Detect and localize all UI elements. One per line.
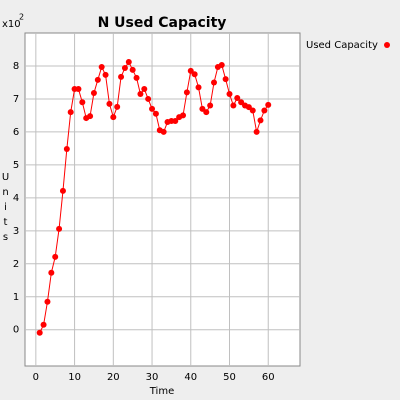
- legend-marker: [384, 42, 390, 48]
- data-point: [218, 61, 225, 68]
- data-point: [137, 90, 144, 97]
- data-point: [253, 128, 260, 135]
- data-point: [121, 64, 128, 71]
- data-point: [40, 321, 47, 328]
- data-point: [160, 128, 167, 135]
- data-point: [234, 94, 241, 101]
- data-point: [152, 110, 159, 117]
- data-point: [249, 107, 256, 114]
- x-tick-label: 50: [223, 372, 236, 383]
- data-point: [52, 253, 59, 260]
- x-tick-label: 40: [184, 372, 197, 383]
- x-tick-label: 0: [33, 372, 39, 383]
- x-axis-label: Time: [149, 386, 174, 397]
- data-point: [67, 109, 74, 116]
- y-tick-label: 5: [13, 160, 19, 171]
- data-point: [110, 114, 117, 121]
- data-point: [211, 79, 218, 86]
- y-tick-label: 8: [13, 61, 19, 72]
- data-point: [98, 63, 105, 70]
- data-point: [125, 59, 132, 66]
- data-point: [180, 112, 187, 119]
- y-tick-label: 2: [13, 259, 19, 270]
- y-tick-label: 3: [13, 226, 19, 237]
- data-point: [44, 298, 51, 305]
- data-point: [63, 146, 70, 153]
- data-point: [207, 102, 214, 109]
- y-multiplier-exp: 2: [19, 13, 24, 22]
- data-point: [102, 71, 109, 78]
- data-point: [106, 100, 113, 107]
- data-point: [230, 102, 237, 109]
- data-point: [145, 95, 152, 102]
- x-tick-label: 10: [68, 372, 81, 383]
- y-tick-label: 0: [13, 325, 19, 336]
- x-tick-label: 20: [107, 372, 120, 383]
- plot-area: [24, 32, 301, 367]
- x-tick-label: 30: [146, 372, 159, 383]
- data-point: [261, 107, 268, 114]
- data-point: [59, 187, 66, 194]
- data-point: [149, 105, 156, 112]
- y-tick-label: 4: [13, 193, 19, 204]
- data-point: [133, 74, 140, 81]
- data-point: [48, 269, 55, 276]
- data-point: [265, 101, 272, 108]
- chart-title: N Used Capacity: [98, 15, 227, 31]
- data-point: [183, 89, 190, 96]
- data-point: [114, 103, 121, 110]
- y-tick-label: 1: [13, 292, 19, 303]
- data-point: [79, 99, 86, 106]
- data-point: [94, 76, 101, 83]
- data-point: [56, 225, 63, 232]
- data-point: [191, 71, 198, 78]
- data-point: [90, 90, 97, 97]
- data-point: [75, 86, 82, 93]
- data-point: [141, 86, 148, 93]
- data-point: [203, 109, 210, 116]
- data-point: [195, 84, 202, 91]
- data-point: [257, 117, 264, 124]
- data-point: [87, 113, 94, 120]
- y-tick-label: 7: [13, 94, 19, 105]
- data-point: [118, 73, 125, 80]
- legend-label: Used Capacity: [306, 40, 378, 51]
- y-tick-label: 6: [13, 127, 19, 138]
- y-multiplier: x10: [2, 19, 21, 30]
- data-point: [172, 118, 179, 125]
- data-point: [129, 66, 136, 73]
- y-axis-label: Units: [0, 172, 11, 247]
- x-tick-label: 60: [262, 372, 275, 383]
- data-point: [226, 90, 233, 97]
- data-point: [36, 329, 43, 336]
- data-point: [222, 76, 229, 83]
